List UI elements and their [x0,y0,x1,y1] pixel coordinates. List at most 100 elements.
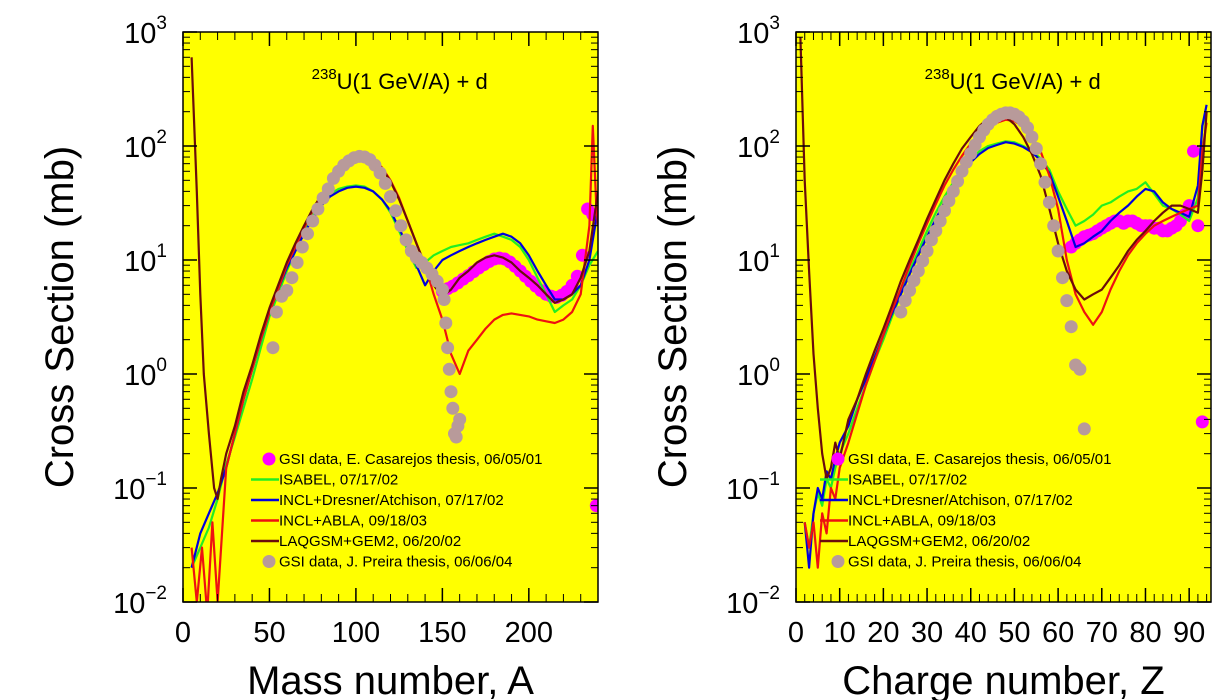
chart-1-series-5-point [916,254,930,268]
chart-0-x-tick-label: 100 [332,617,380,649]
chart-1-legend-swatch-point [831,452,845,466]
chart-0-y-tick-label: 102 [124,127,167,164]
chart-0-series-5-point [280,284,294,297]
chart-0-series-5-point [290,256,304,269]
chart-0-series-5-point [266,341,280,355]
chart-1-series-5-point [1051,244,1065,258]
chart-0-series-5-point [378,176,392,190]
chart-0-legend-swatch-point [262,452,276,466]
chart-1-series-5-point [911,264,925,278]
chart-0-series-5-point [384,190,397,204]
chart-1-series-5-point [1047,219,1061,233]
chart-0-y-tick-label-exp: 3 [156,13,167,34]
chart-0-y-tick-label-base: 10 [124,360,156,392]
chart-1-x-tick-label: 40 [955,617,987,649]
chart-1-x-tick-label: 10 [824,617,856,649]
chart-0-y-tick-label: 10−1 [113,469,167,506]
chart-1-y-tick-label-base: 10 [726,588,758,620]
chart-1-series-5-point [1056,271,1069,285]
chart-1-series-5-point [938,204,951,218]
chart-1-legend-label: ISABEL, 07/17/02 [848,472,967,489]
chart-0-series-5-point [439,316,453,330]
chart-0-y-tick-label: 101 [124,241,167,278]
chart-0-series-5-point [321,182,335,196]
chart-0-y-tick-label-exp: 1 [156,241,167,262]
chart-1-legend-label: GSI data, J. Preira thesis, 06/06/04 [848,554,1081,571]
chart-0-legend-swatch-point [262,555,276,568]
chart-1-y-tick-label: 100 [737,355,780,392]
chart-1-y-tick-label-exp: 0 [769,355,780,376]
chart-0-x-tick-label: 150 [418,617,466,649]
chart-1-x-tick-label: 0 [788,617,804,649]
chart-0-x-tick-label: 50 [253,617,285,649]
chart-1-y-tick-label-exp: −2 [758,583,780,604]
chart-0-x-axis-label: Mass number, A [247,659,534,700]
chart-1-annotation-sup: 238 [925,66,950,83]
chart-0-series-5-point [453,412,467,426]
chart-1-y-tick-label-base: 10 [737,132,769,164]
chart-0-series-5-point [441,341,455,355]
chart-1-series-5-point [1060,294,1074,308]
chart-0-y-tick-label-exp: −2 [145,583,167,604]
chart-0-legend-label: GSI data, E. Casarejos thesis, 06/05/01 [279,451,542,468]
chart-1-series-5-point [894,305,908,319]
chart-0-y-tick-label: 100 [124,355,167,392]
chart-0-x-tick-label: 0 [175,617,191,649]
chart-1-series-5-point [1077,422,1091,436]
chart-1-y-tick-label-exp: 1 [769,241,780,262]
chart-0-series-5-point [311,202,325,216]
chart-1-legend-label: LAQGSM+GEM2, 06/20/02 [848,533,1030,550]
chart-1-series-5-point [946,184,960,198]
chart-0-series-5-point [295,240,309,254]
chart-0-y-tick-label-base: 10 [113,588,145,620]
chart-1-series-5-point [1064,320,1078,334]
chart-0-series-5-point [399,233,413,247]
chart-1-series-0-point [1195,415,1209,429]
chart-1-y-tick-label: 10−2 [726,583,780,620]
chart-0-series-5-point [435,283,449,297]
chart-0-y-tick-label-exp: 2 [156,127,167,148]
chart-0-y-tick-label: 10−2 [113,583,167,620]
chart-0-series-5-point [446,401,460,415]
chart-1-plot-area [799,37,1209,569]
chart-1-legend-label: INCL+Dresner/Atchison, 07/17/02 [848,492,1073,509]
chart-1-plot-frame [795,31,1212,603]
chart-0-legend-label: ISABEL, 07/17/02 [279,472,398,489]
chart-0-annotation: 238U(1 GeV/A) + d [312,66,488,94]
chart-1-annotation: 238U(1 GeV/A) + d [925,66,1101,94]
chart-0-series-5-point [389,204,403,218]
chart-0-y-tick-label-base: 10 [124,18,156,50]
chart-0-annotation-sup: 238 [312,66,337,83]
chart-1-x-tick-label: 90 [1173,617,1205,649]
chart-0-series-5-point [373,166,387,180]
chart-1-series-5-point [1034,157,1048,171]
chart-0-y-tick-label-base: 10 [124,132,156,164]
chart-0-series-5-point [269,305,283,319]
chart-0-y-tick-label-exp: −1 [145,469,167,490]
chart-1-series-0-point [1187,144,1200,158]
chart-1-series-5-point [903,284,917,297]
chart-0-series-5-point [444,385,458,399]
chart-1-series-5-point [898,294,912,308]
chart-1-y-tick-label: 101 [737,241,780,278]
chart-1-y-tick-label-exp: −1 [758,469,780,490]
chart-1-y-tick-label-base: 10 [737,18,769,50]
chart-0-x-tick-label: 200 [505,617,553,649]
chart-0-series-5-point [285,271,299,285]
chart-1-y-tick-label-base: 10 [737,246,769,278]
chart-1-y-tick-label-base: 10 [737,360,769,392]
chart-1-y-tick-label-base: 10 [726,474,758,506]
chart-1-y-tick-label: 103 [737,13,780,50]
chart-0-plot-area [190,57,598,602]
chart-1-series-5-point [1029,142,1043,155]
chart-1-y-tick-label-exp: 2 [769,127,780,148]
chart-0-series-5-point [306,214,320,228]
chart-1-legend-label: GSI data, E. Casarejos thesis, 06/05/01 [848,451,1111,468]
chart-1-x-axis-label: Charge number, Z [842,659,1164,700]
chart-0-annotation-text: U(1 GeV/A) + d [337,69,488,94]
chart-0-series-5-point [437,293,451,306]
chart-1-series-5-point [951,174,965,188]
chart-1-y-tick-label-exp: 3 [769,13,780,34]
